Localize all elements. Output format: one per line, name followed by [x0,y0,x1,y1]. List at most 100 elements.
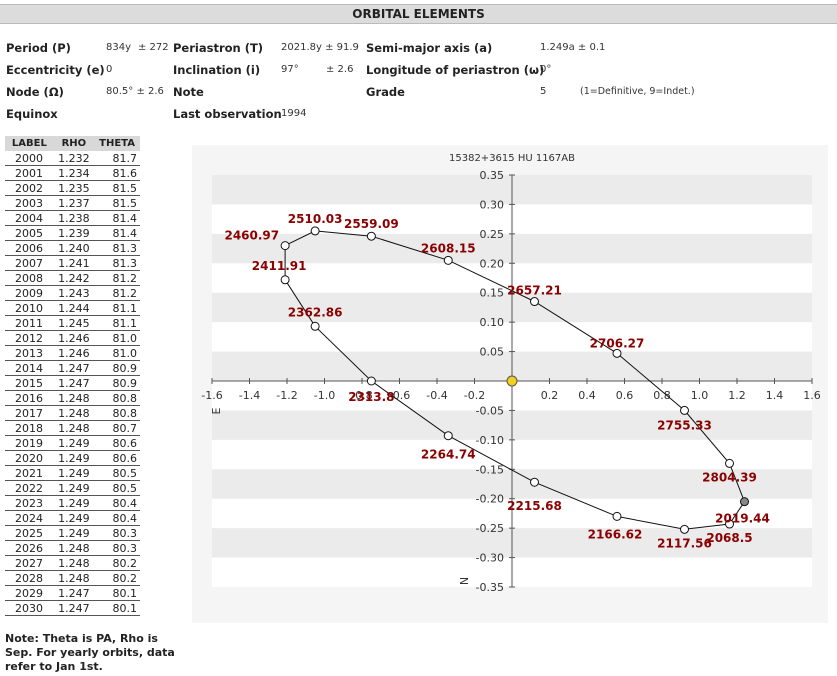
cell-theta: 80.8 [94,405,140,421]
ephemeris-table: LABEL RHO THETA 2000 1.232 81.7 2001 1.234 81… [5,136,140,616]
note-label: Note [173,85,204,99]
primary-star [506,375,518,387]
cell-rho: 1.248 [53,570,95,586]
y-tick-label: 0.25 [480,228,505,241]
cell-rho: 1.232 [53,151,95,166]
orbit-point-label: 2264.74 [421,448,476,462]
grade-value: 5 [540,86,547,97]
inclination-error: ± 2.6 [326,64,354,75]
x-tick-label: -1.0 [314,389,335,402]
cell-label: 2021 [5,465,54,481]
cell-label: 2009 [5,285,54,301]
y-tick-label: 0.05 [480,346,505,359]
cell-label: 2011 [5,315,54,331]
x-tick-label: 1.2 [728,389,746,402]
orbit-point [280,275,290,285]
orbit-point-label: 2510.03 [288,212,343,226]
table-row: 2006 1.240 81.3 [5,240,140,256]
table-row: 2004 1.238 81.4 [5,210,140,226]
cell-theta: 80.6 [94,450,140,466]
orbit-point-label: 2755.33 [657,418,712,432]
x-tick-label: -1.6 [201,389,222,402]
orbit-point [725,458,734,468]
orbit-point [530,297,539,307]
orbit-point-label: 2215.68 [507,499,562,513]
orbit-point [443,255,453,265]
cell-label: 2003 [5,195,54,211]
cell-rho: 1.249 [53,510,95,526]
orbit-point-label: 2411.91 [252,259,307,273]
table-row: 2018 1.248 80.7 [5,420,140,436]
cell-theta: 81.1 [94,315,140,331]
column-header-label: LABEL [5,136,54,151]
column-header-theta: THETA [94,136,140,151]
table-row: 2017 1.248 80.8 [5,405,140,421]
table-row: 2020 1.249 80.6 [5,450,140,466]
orbit-chart-svg: -1.6 -1.4 -1.2 -1.0 -0.8 -0.6 -0.4 -0.2 0.2 0.4 0.… [201,153,820,594]
longitude-value: 0° [540,64,552,75]
x-tick-label: 1.4 [766,389,784,402]
y-tick-label: -0.30 [476,552,504,565]
inclination-label: Inclination (i) [173,63,261,77]
orbit-point [612,348,622,358]
cell-theta: 80.7 [94,420,140,436]
eccentricity-value: 0 [106,64,113,75]
table-row: 2022 1.249 80.5 [5,480,140,496]
cell-label: 2008 [5,270,54,286]
semimajor-value: 1.249a ± 0.1 [540,42,606,53]
cell-label: 2028 [5,570,54,586]
cell-rho: 1.247 [53,360,95,376]
cell-label: 2019 [5,435,54,451]
cell-label: 2025 [5,525,54,541]
period-label: Period (P) [6,41,71,55]
cell-rho: 1.240 [53,240,95,256]
x-tick-label: -0.2 [464,389,485,402]
table-row: 2005 1.239 81.4 [5,225,140,241]
x-tick-label: 0.2 [541,389,559,402]
node-value: 80.5° ± 2.6 [106,86,164,97]
cell-rho: 1.248 [53,555,95,571]
cell-rho: 1.238 [53,210,95,226]
table-row: 2016 1.248 80.8 [5,390,140,406]
equinox-label: Equinox [6,107,58,121]
cell-label: 2024 [5,510,54,526]
cell-label: 2027 [5,555,54,571]
x-tick-label: -0.4 [426,389,447,402]
periastron-value: 2021.8y ± 91.9 [281,42,359,53]
cell-theta: 81.3 [94,255,140,271]
x-tick-label: -0.6 [389,389,410,402]
cell-rho: 1.247 [53,375,95,391]
cell-theta: 81.2 [94,270,140,286]
table-row: 2026 1.248 80.3 [5,540,140,556]
table-row: 2030 1.247 80.1 [5,600,140,616]
period-value: 834y [106,42,132,53]
table-row: 2011 1.245 81.1 [5,315,140,331]
cell-label: 2018 [5,420,54,436]
y-tick-label: -0.15 [476,463,504,476]
y-tick-label: -0.35 [476,581,504,594]
cell-label: 2010 [5,300,54,316]
table-row: 2002 1.235 81.5 [5,180,140,196]
table-row: 2014 1.247 80.9 [5,360,140,376]
table-row: 2013 1.246 81.0 [5,345,140,361]
orbit-point [725,519,734,529]
cell-theta: 81.3 [94,240,140,256]
cell-theta: 80.4 [94,510,140,526]
cell-theta: 80.6 [94,435,140,451]
table-row: 2012 1.246 81.0 [5,330,140,346]
cell-theta: 81.2 [94,285,140,301]
cell-label: 2006 [5,240,54,256]
cell-label: 2029 [5,585,54,601]
cell-rho: 1.248 [53,540,95,556]
cell-theta: 81.7 [94,151,140,166]
last-observation-label: Last observation [173,107,282,121]
cell-label: 2022 [5,480,54,496]
cell-label: 2007 [5,255,54,271]
cell-rho: 1.249 [53,480,95,496]
table-row: 2008 1.242 81.2 [5,270,140,286]
orbit-point [310,321,320,331]
cell-rho: 1.245 [53,315,95,331]
cell-rho: 1.249 [53,495,95,511]
table-row: 2003 1.237 81.5 [5,195,140,211]
orbit-point-label: 2559.09 [344,217,399,231]
